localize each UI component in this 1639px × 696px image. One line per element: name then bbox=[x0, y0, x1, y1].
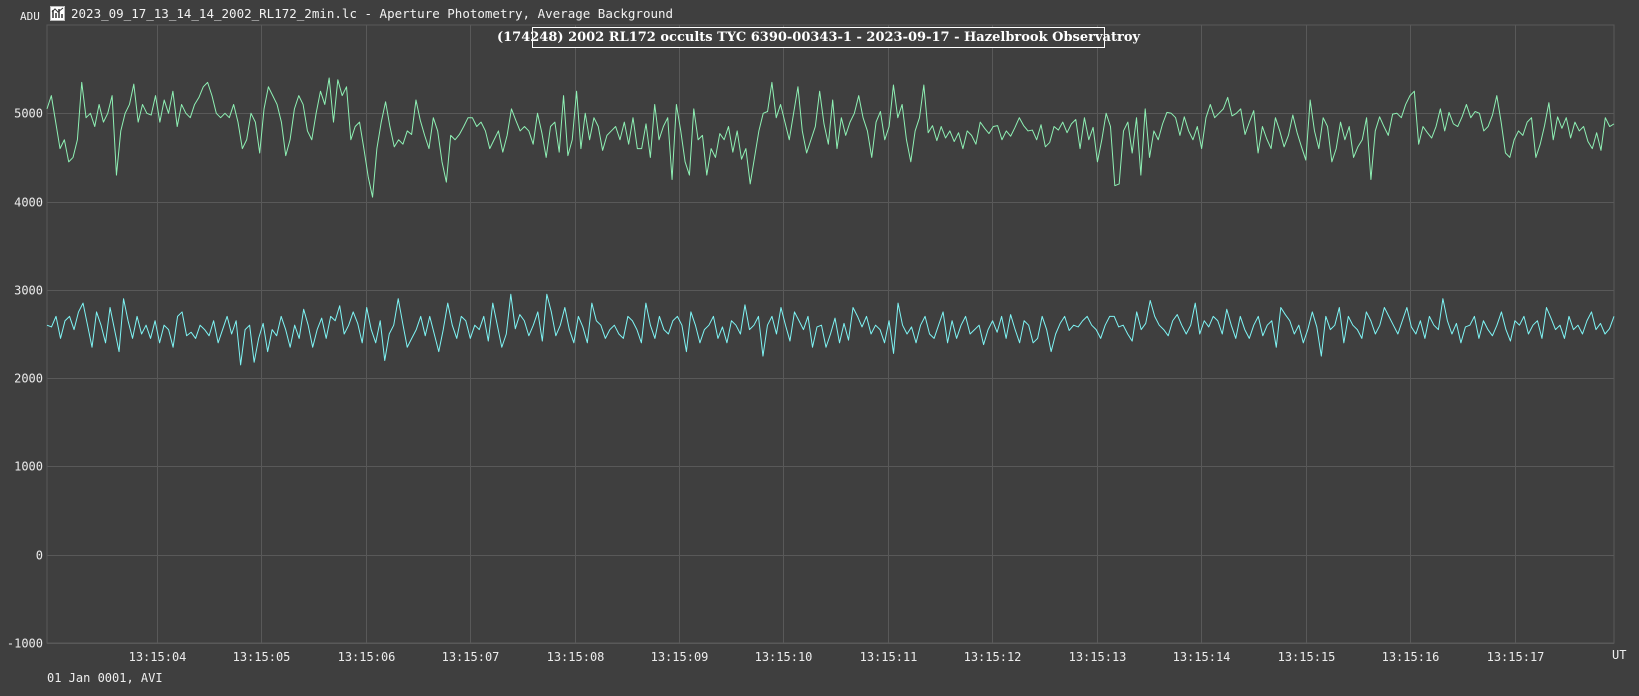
x-tick-label: 13:15:10 bbox=[755, 650, 813, 664]
x-tick-label: 13:15:15 bbox=[1278, 650, 1336, 664]
x-tick-label: 13:15:05 bbox=[233, 650, 291, 664]
lightcurve-app-icon bbox=[50, 5, 65, 21]
x-tick-label: 13:15:06 bbox=[338, 650, 396, 664]
window-title-bar: 2023_09_17_13_14_14_2002_RL172_2min.lc -… bbox=[50, 4, 673, 22]
footer-date-info: 01 Jan 0001, AVI bbox=[47, 671, 163, 685]
chart-title: (174248) 2002 RL172 occults TYC 6390-003… bbox=[497, 27, 1140, 48]
x-tick-label: 13:15:17 bbox=[1487, 650, 1545, 664]
y-tick-label: 5000 bbox=[14, 107, 43, 121]
y-tick-label: 0 bbox=[36, 549, 43, 563]
x-axis: 13:15:04 13:15:05 13:15:06 13:15:07 13:15:08… bbox=[129, 650, 1545, 664]
y-tick-label: 1000 bbox=[14, 460, 43, 474]
x-tick-label: 13:15:13 bbox=[1069, 650, 1127, 664]
x-tick-label: 13:15:09 bbox=[651, 650, 709, 664]
x-axis-label: UT bbox=[1612, 648, 1627, 662]
x-tick-label: 13:15:08 bbox=[547, 650, 605, 664]
grid bbox=[46, 24, 1615, 644]
y-axis-label: ADU bbox=[20, 10, 40, 23]
y-axis: -1000 0 1000 2000 3000 4000 5000 bbox=[7, 107, 43, 651]
series-line-1 bbox=[46, 77, 1615, 198]
x-tick-label: 13:15:12 bbox=[964, 650, 1022, 664]
y-tick-label: 3000 bbox=[14, 284, 43, 298]
x-tick-label: 13:15:04 bbox=[129, 650, 187, 664]
x-tick-label: 13:15:14 bbox=[1173, 650, 1231, 664]
series-group bbox=[46, 77, 1615, 366]
y-tick-label: 2000 bbox=[14, 372, 43, 386]
y-tick-label: -1000 bbox=[7, 637, 43, 651]
y-tick-label: 4000 bbox=[14, 196, 43, 210]
window-title: 2023_09_17_13_14_14_2002_RL172_2min.lc -… bbox=[71, 5, 674, 21]
series-line-2 bbox=[46, 293, 1615, 366]
x-tick-label: 13:15:11 bbox=[860, 650, 918, 664]
x-tick-label: 13:15:07 bbox=[442, 650, 500, 664]
x-tick-label: 13:15:16 bbox=[1382, 650, 1440, 664]
